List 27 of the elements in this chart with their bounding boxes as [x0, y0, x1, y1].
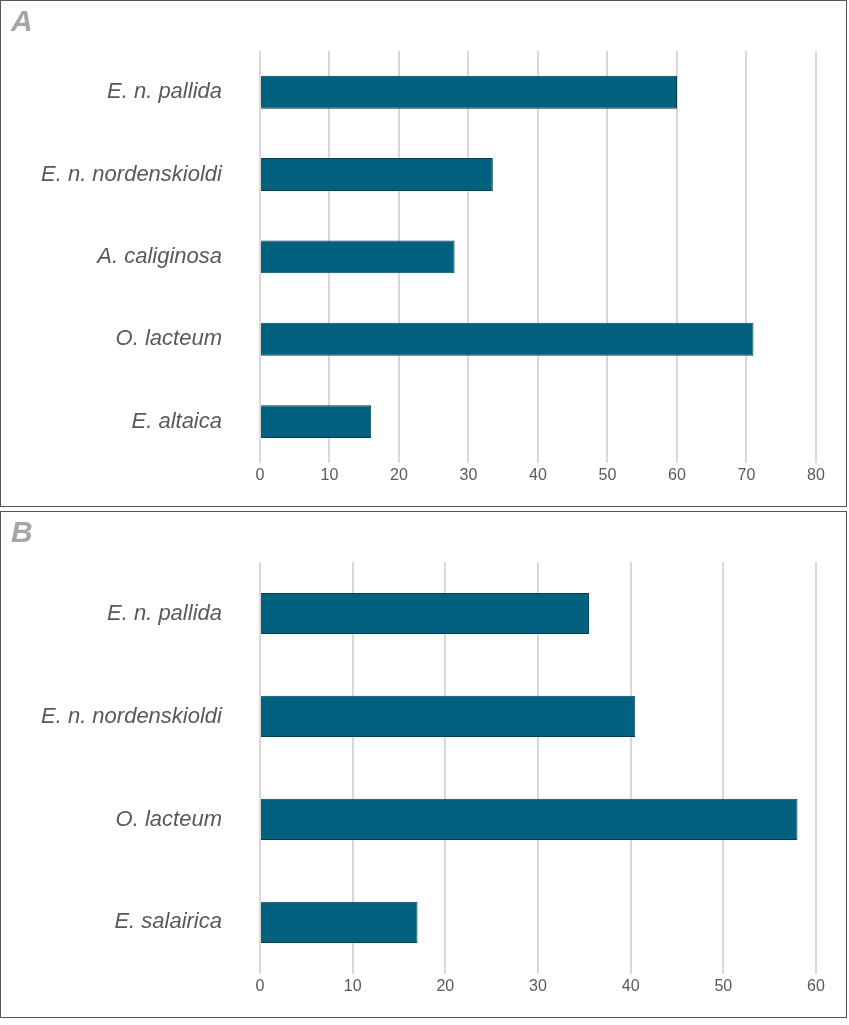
y-tick-label: O. lacteum: [115, 805, 222, 831]
x-tick-label: 60: [668, 465, 686, 483]
y-tick-label: O. lacteum: [115, 325, 222, 351]
x-tick-label: 80: [807, 465, 825, 483]
x-tick-label: 30: [529, 976, 547, 994]
y-tick-label: E. n. nordenskioldi: [41, 160, 224, 186]
y-tick-label: A. caliginosa: [95, 243, 222, 269]
x-tick-label: 0: [255, 465, 265, 483]
y-tick-label: E. salairica: [114, 908, 222, 934]
x-tick-label: 20: [436, 976, 455, 994]
y-tick-label: E. n. nordenskioldi: [41, 702, 224, 728]
x-tick-label: 20: [390, 465, 408, 483]
chart-title: A: [10, 4, 33, 38]
x-tick-label: 30: [459, 465, 478, 483]
x-tick-label: 60: [807, 976, 825, 994]
y-tick-label: E. n. pallida: [107, 78, 222, 104]
x-tick-label: 10: [343, 976, 362, 994]
x-tick-label: 50: [714, 976, 733, 994]
x-tick-label: 50: [598, 465, 617, 483]
x-tick-label: 40: [529, 465, 547, 483]
y-tick-label: E. altaica: [131, 407, 222, 433]
x-tick-label: 40: [621, 976, 640, 994]
x-tick-label: 10: [320, 465, 339, 483]
x-tick-label: 70: [737, 465, 756, 483]
chart-title: B: [11, 515, 33, 549]
x-tick-label: 0: [255, 976, 265, 994]
y-tick-label: E. n. pallida: [107, 599, 222, 625]
